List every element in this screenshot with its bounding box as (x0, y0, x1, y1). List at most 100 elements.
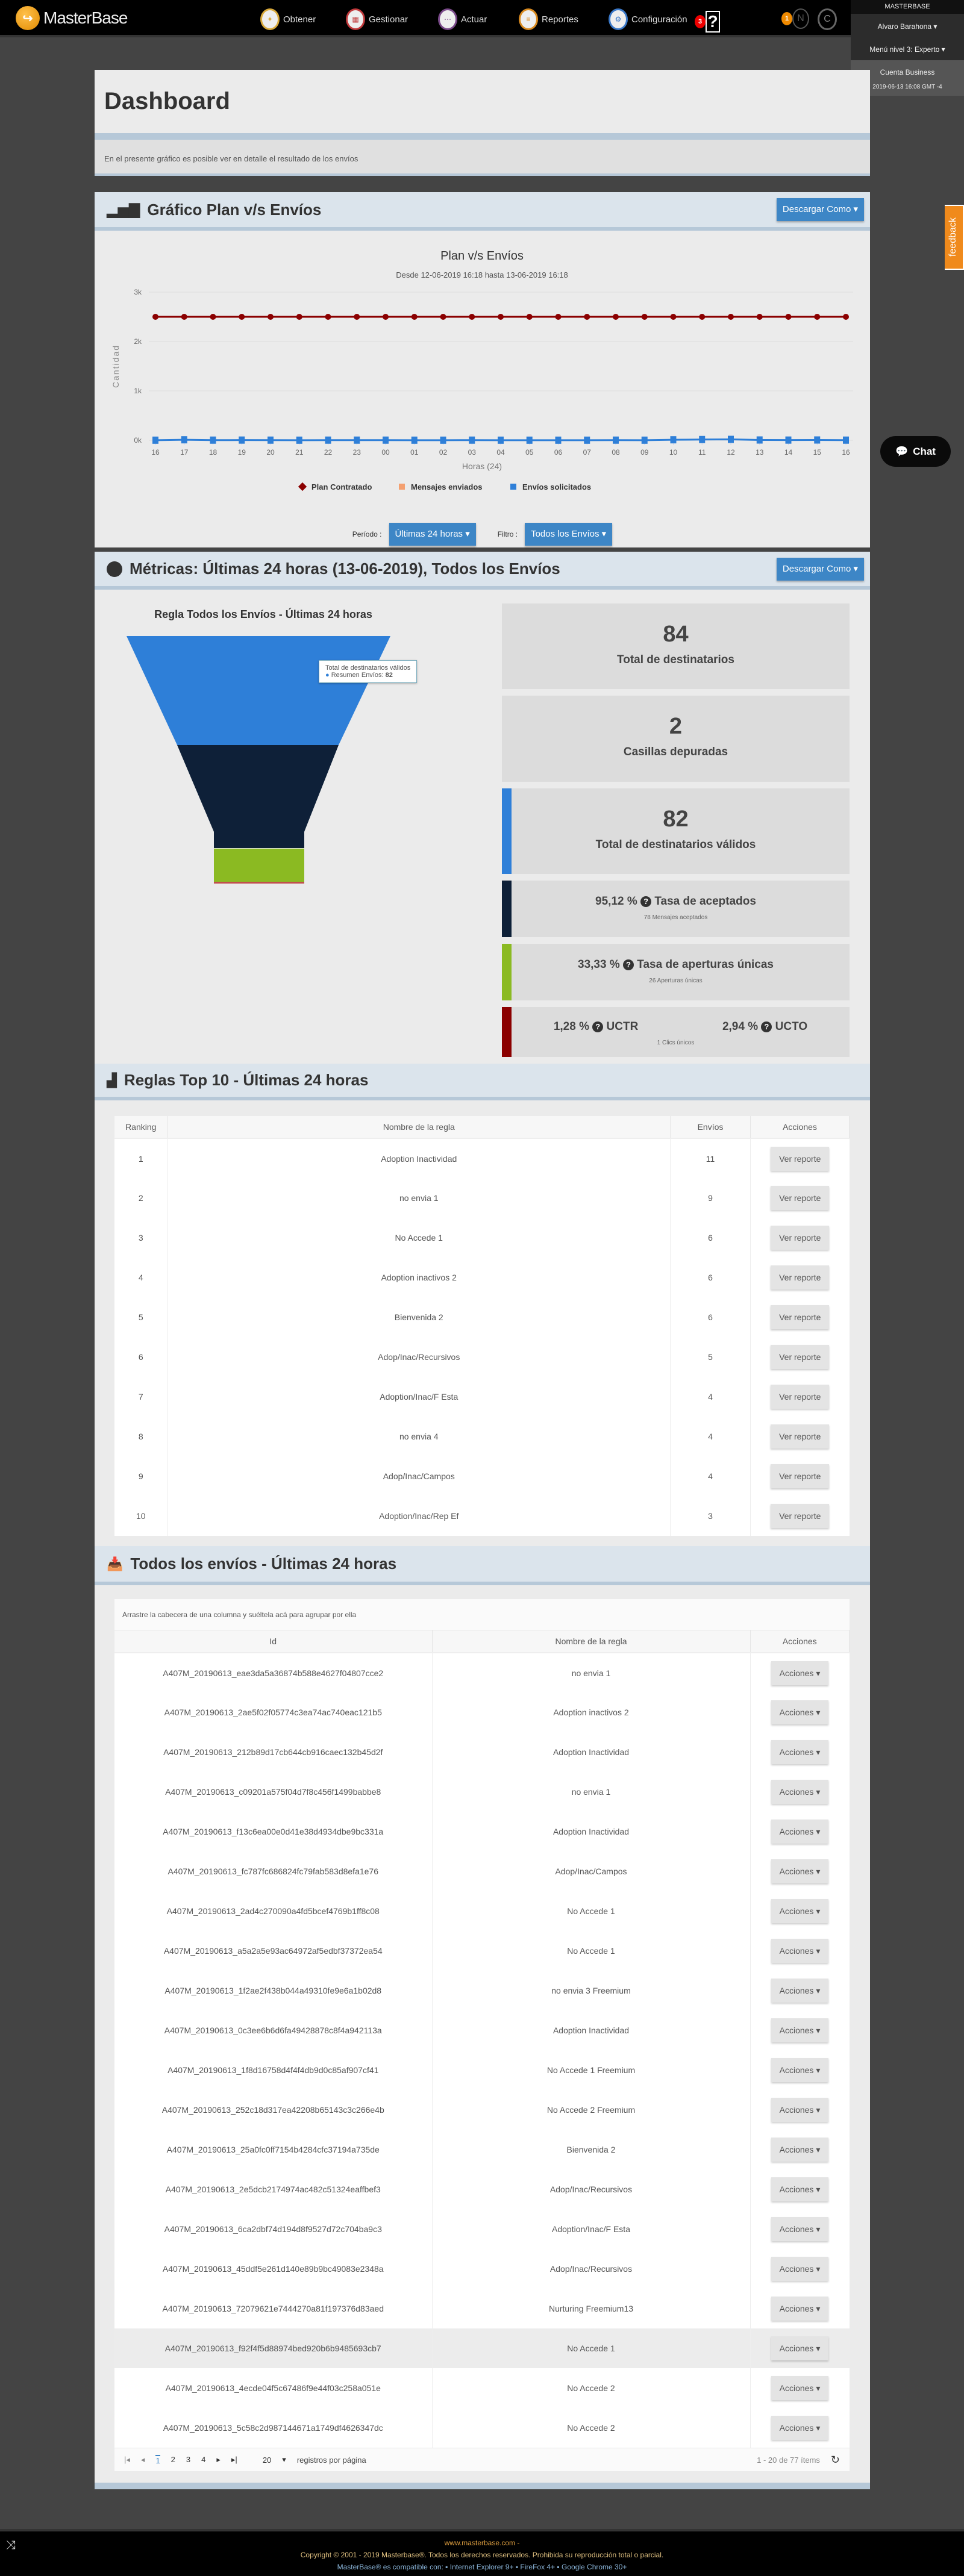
ver-reporte-button[interactable]: Ver reporte (771, 1265, 830, 1290)
first-page-icon[interactable]: |◂ (124, 2455, 130, 2464)
table-row[interactable]: A407M_20190613_2ae5f02f05774c3ea74ac740e… (114, 1692, 850, 1732)
point-plan-contratado[interactable] (440, 314, 446, 320)
point-plan-contratado[interactable] (469, 314, 475, 320)
ver-reporte-button[interactable]: Ver reporte (771, 1464, 830, 1488)
col-nombre[interactable]: Nombre de la regla (432, 1630, 751, 1653)
acciones-dropdown[interactable]: Acciones ▾ (771, 2297, 829, 2321)
acciones-dropdown[interactable]: Acciones ▾ (771, 1820, 829, 1844)
point-envios-solicitados[interactable] (756, 436, 763, 444)
point-envios-solicitados[interactable] (584, 436, 590, 444)
point-envios-solicitados[interactable] (411, 436, 418, 444)
periodo-dropdown[interactable]: Últimas 24 horas ▾ (389, 523, 476, 546)
table-row[interactable]: A407M_20190613_2ad4c270090a4fd5bcef4769b… (114, 1891, 850, 1931)
acciones-dropdown[interactable]: Acciones ▾ (771, 1859, 829, 1883)
refresh-icon[interactable]: ↻ (830, 2453, 840, 2466)
table-row[interactable]: A407M_20190613_fc787fc686824fc79fab583d8… (114, 1851, 850, 1891)
funnel-stage-aceptados[interactable] (177, 745, 339, 848)
acciones-dropdown[interactable]: Acciones ▾ (771, 1740, 829, 1764)
point-plan-contratado[interactable] (411, 314, 418, 320)
point-envios-solicitados[interactable] (383, 436, 389, 444)
notifications-button[interactable]: 1 N (781, 8, 809, 29)
point-envios-solicitados[interactable] (555, 436, 562, 444)
page-link[interactable]: 3 (186, 2454, 191, 2464)
point-plan-contratado[interactable] (383, 314, 389, 320)
col-nombre[interactable]: Nombre de la regla (167, 1116, 671, 1139)
funnel-stage-clicks[interactable] (214, 882, 304, 884)
help-button[interactable]: 3 ? (695, 11, 720, 33)
point-envios-solicitados[interactable] (210, 436, 216, 444)
ver-reporte-button[interactable]: Ver reporte (771, 1226, 830, 1250)
acciones-dropdown[interactable]: Acciones ▾ (771, 1700, 829, 1724)
help-icon[interactable]: ? (623, 959, 634, 970)
point-plan-contratado[interactable] (814, 314, 821, 320)
ver-reporte-button[interactable]: Ver reporte (771, 1186, 830, 1210)
chevron-down-icon[interactable]: ▾ (282, 2455, 286, 2464)
table-row[interactable]: A407M_20190613_f92f4f5d88974bed920b6b948… (114, 2328, 850, 2368)
point-envios-solicitados[interactable] (843, 436, 849, 444)
download-as-button[interactable]: Descargar Como ▾ (776, 557, 864, 581)
point-envios-solicitados[interactable] (526, 436, 533, 444)
acciones-dropdown[interactable]: Acciones ▾ (771, 1939, 829, 1963)
acciones-dropdown[interactable]: Acciones ▾ (771, 2257, 829, 2281)
feedback-tab[interactable]: feedback (945, 205, 964, 270)
point-plan-contratado[interactable] (210, 314, 216, 320)
point-plan-contratado[interactable] (526, 314, 533, 320)
chat-button[interactable]: 💬 Chat (880, 436, 951, 467)
point-plan-contratado[interactable] (555, 314, 562, 320)
ver-reporte-button[interactable]: Ver reporte (771, 1305, 830, 1329)
table-row[interactable]: A407M_20190613_252c18d317ea42208b65143c3… (114, 2090, 850, 2130)
table-row[interactable]: A407M_20190613_72079621e7444270a81f19737… (114, 2289, 850, 2328)
point-envios-solicitados[interactable] (728, 435, 734, 443)
last-page-icon[interactable]: ▸| (231, 2455, 237, 2464)
point-plan-contratado[interactable] (239, 314, 245, 320)
acciones-dropdown[interactable]: Acciones ▾ (771, 2018, 829, 2042)
point-envios-solicitados[interactable] (268, 436, 274, 444)
acciones-dropdown[interactable]: Acciones ▾ (771, 2336, 829, 2360)
acciones-dropdown[interactable]: Acciones ▾ (771, 1899, 829, 1923)
point-envios-solicitados[interactable] (641, 436, 648, 444)
acciones-dropdown[interactable]: Acciones ▾ (771, 2177, 829, 2201)
table-row[interactable]: A407M_20190613_f13c6ea00e0d41e38d4934dbe… (114, 1812, 850, 1851)
acciones-dropdown[interactable]: Acciones ▾ (771, 1979, 829, 2003)
point-plan-contratado[interactable] (641, 314, 648, 320)
legend-item[interactable]: Mensajes enviados (411, 482, 483, 491)
footer-site-link[interactable]: www.masterbase.com - (444, 2539, 520, 2547)
point-envios-solicitados[interactable] (670, 436, 677, 444)
legend-item[interactable]: Plan Contratado (311, 482, 372, 491)
point-envios-solicitados[interactable] (440, 436, 446, 444)
nav-reportes[interactable]: ≡ Reportes (519, 8, 578, 30)
point-envios-solicitados[interactable] (814, 436, 821, 444)
page-link[interactable]: 2 (171, 2454, 175, 2464)
acciones-dropdown[interactable]: Acciones ▾ (771, 2217, 829, 2241)
ver-reporte-button[interactable]: Ver reporte (771, 1385, 830, 1409)
table-row[interactable]: A407M_20190613_4ecde04f5c67486f9e44f03c2… (114, 2368, 850, 2408)
point-plan-contratado[interactable] (181, 314, 187, 320)
help-icon[interactable]: ? (761, 1021, 772, 1032)
point-envios-solicitados[interactable] (239, 436, 245, 444)
nav-actuar[interactable]: ⋯ Actuar (438, 8, 487, 30)
col-ranking[interactable]: Ranking (114, 1116, 168, 1139)
ver-reporte-button[interactable]: Ver reporte (771, 1345, 830, 1369)
point-envios-solicitados[interactable] (699, 435, 706, 443)
download-as-button[interactable]: Descargar Como ▾ (776, 198, 864, 221)
acciones-dropdown[interactable]: Acciones ▾ (771, 2416, 829, 2440)
point-envios-solicitados[interactable] (325, 436, 331, 444)
acciones-dropdown[interactable]: Acciones ▾ (771, 2098, 829, 2122)
legend-item[interactable]: Envíos solicitados (522, 482, 591, 491)
next-page-icon[interactable]: ▸ (216, 2455, 221, 2464)
point-plan-contratado[interactable] (354, 314, 360, 320)
point-plan-contratado[interactable] (728, 314, 734, 320)
point-envios-solicitados[interactable] (785, 436, 792, 444)
table-row[interactable]: A407M_20190613_c09201a575f04d7f8c456f149… (114, 1772, 850, 1812)
point-envios-solicitados[interactable] (354, 436, 360, 444)
table-row[interactable]: A407M_20190613_1f8d16758d4f4f4db9d0c85af… (114, 2050, 850, 2090)
menu-level-dropdown[interactable]: Menú nivel 3: Experto ▾ (869, 45, 945, 54)
shuffle-icon[interactable]: ⤨ (6, 2539, 16, 2552)
help-icon[interactable]: ? (592, 1021, 604, 1032)
ver-reporte-button[interactable]: Ver reporte (771, 1424, 830, 1449)
refresh-icon[interactable]: C (818, 8, 837, 30)
point-envios-solicitados[interactable] (498, 436, 504, 444)
ver-reporte-button[interactable]: Ver reporte (771, 1504, 830, 1528)
point-plan-contratado[interactable] (613, 314, 619, 320)
acciones-dropdown[interactable]: Acciones ▾ (771, 1661, 829, 1685)
